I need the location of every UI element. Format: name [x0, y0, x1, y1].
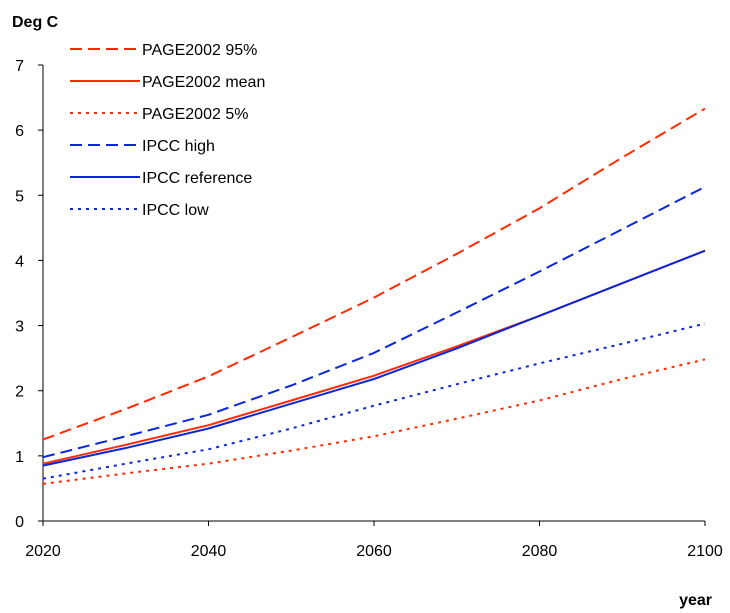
x-tick-label: 2080 — [522, 543, 558, 560]
series-line-page2002-95 — [42, 107, 706, 441]
y-tick-label: 0 — [15, 514, 24, 531]
x-axis-label: year — [679, 592, 712, 609]
x-tick-label: 2040 — [191, 543, 227, 560]
y-tick-label: 3 — [15, 319, 24, 336]
legend-label: IPCC high — [142, 138, 215, 155]
series-line-ipcc-reference — [42, 249, 706, 467]
y-tick-label: 1 — [15, 449, 24, 466]
series-line-ipcc-high — [42, 185, 706, 459]
legend-label: PAGE2002 mean — [142, 74, 265, 91]
x-tick-label: 2100 — [687, 543, 723, 560]
x-tick-label: 2020 — [25, 543, 61, 560]
legend: PAGE2002 95% PAGE2002 mean PAGE2002 5% IPCC… — [70, 42, 265, 219]
x-tick-label: 2060 — [356, 543, 392, 560]
y-tick-label: 4 — [15, 253, 24, 270]
y-tick-label: 5 — [15, 188, 24, 205]
series-line-ipcc-low — [42, 322, 706, 480]
legend-label: IPCC low — [142, 202, 209, 219]
legend-label: IPCC reference — [142, 170, 252, 187]
y-tick-label: 6 — [15, 123, 24, 140]
series-line-page2002-5 — [42, 358, 706, 485]
tick-labels: 0 1 2 3 4 5 6 7 2020 2040 2060 2080 2100 — [15, 58, 723, 560]
y-axis-label: Deg C — [12, 14, 59, 31]
y-tick-label: 7 — [15, 58, 24, 75]
y-tick-label: 2 — [15, 384, 24, 401]
legend-label: PAGE2002 95% — [142, 42, 257, 59]
series-line-page2002-mean — [42, 249, 706, 465]
axes — [38, 64, 706, 526]
series-lines — [42, 107, 706, 485]
legend-label: PAGE2002 5% — [142, 106, 248, 123]
